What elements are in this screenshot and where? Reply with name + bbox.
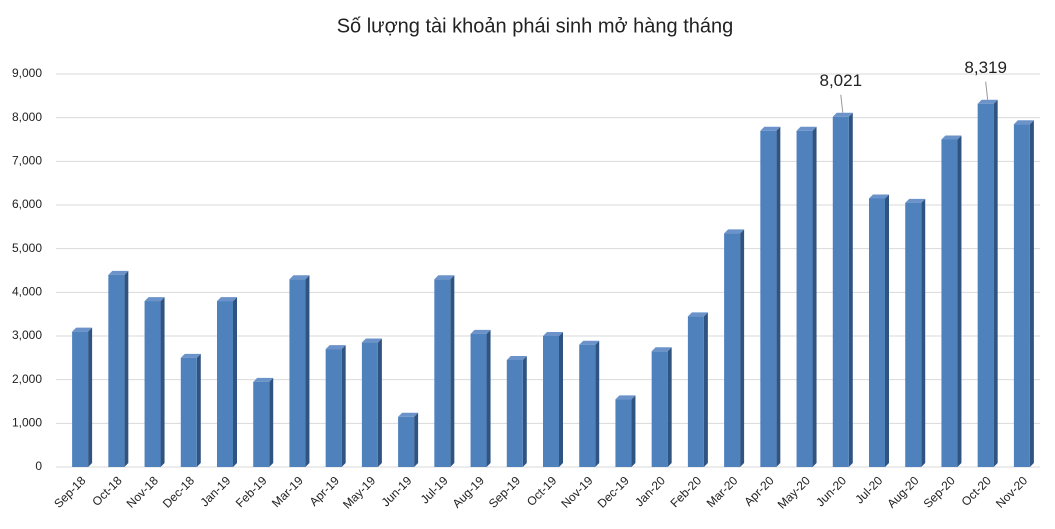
bar-top [361, 338, 382, 343]
bar [253, 381, 270, 467]
bar-side [414, 412, 419, 467]
y-tick-label: 2,000 [12, 372, 42, 386]
bar [615, 399, 632, 467]
y-tick-label: 1,000 [12, 416, 42, 430]
bar [289, 279, 306, 467]
y-tick-label: 0 [35, 459, 42, 473]
bar [434, 279, 451, 467]
y-tick-label: 4,000 [12, 285, 42, 299]
bar [832, 116, 849, 467]
bar-side [305, 275, 310, 467]
bar [543, 336, 559, 467]
bar-side [486, 329, 491, 467]
bar-side [341, 345, 346, 467]
value-label: 8,021 [820, 71, 863, 90]
bar-top [398, 412, 419, 417]
bar-side [921, 198, 926, 468]
y-tick-label: 3,000 [12, 328, 42, 342]
y-tick-label: 9,000 [12, 66, 42, 80]
y-tick-label: 8,000 [12, 110, 42, 124]
label-leader [840, 94, 844, 113]
bar-side [233, 297, 237, 467]
bar-side [269, 377, 274, 467]
bar-top [72, 327, 93, 332]
bar-top [615, 395, 636, 400]
bar [144, 301, 161, 467]
bar-top [144, 297, 165, 302]
bar-side [885, 194, 889, 467]
bar-top [760, 126, 781, 131]
bar [724, 233, 741, 467]
bar [941, 139, 958, 467]
bar [760, 130, 777, 467]
bar-side [740, 229, 745, 467]
bar-side [631, 395, 636, 467]
bar [398, 416, 415, 467]
bar [470, 333, 487, 467]
bar [579, 344, 596, 467]
bar-top [217, 297, 237, 302]
bar-top [253, 377, 274, 382]
y-tick-label: 5,000 [12, 241, 42, 255]
bar [977, 103, 994, 467]
bar-top [470, 329, 491, 334]
bar-top [506, 356, 527, 361]
bar-side [377, 338, 382, 467]
bar [1013, 124, 1030, 467]
value-label: 8,319 [964, 58, 1007, 77]
bar [361, 342, 378, 467]
bar-top [869, 194, 889, 199]
bar-side [595, 340, 600, 467]
bar-top [905, 198, 926, 203]
bar-side [957, 135, 962, 467]
bar-side [667, 347, 672, 467]
bar [796, 130, 813, 467]
bar [687, 316, 704, 467]
bar-top [941, 135, 962, 140]
bar-top [180, 353, 201, 358]
bar-top [579, 340, 600, 345]
y-tick-label: 7,000 [12, 154, 42, 168]
bar-side [1029, 120, 1034, 467]
chart-title: Số lượng tài khoản phái sinh mở hàng thá… [337, 15, 734, 37]
bar-top [325, 345, 346, 350]
bar [869, 198, 885, 467]
bar-top [687, 312, 708, 317]
bar-side [124, 270, 129, 467]
bar-side [88, 327, 93, 467]
y-tick-label: 6,000 [12, 197, 42, 211]
bar-top [543, 332, 563, 336]
bar-side [559, 332, 563, 467]
bar [217, 301, 233, 467]
bar-side [703, 312, 708, 467]
bar-top [651, 347, 672, 352]
bar-side [160, 297, 165, 467]
bar-side [812, 126, 817, 468]
bar-side [848, 112, 853, 467]
bar-side [196, 353, 201, 467]
bar-top [832, 112, 853, 117]
label-leader [985, 81, 989, 100]
bar-side [776, 126, 781, 468]
bar-side [522, 356, 527, 467]
bar [108, 274, 125, 467]
bar-top [108, 270, 129, 275]
bar-top [977, 99, 998, 104]
bar [651, 351, 668, 467]
bar-top [796, 126, 817, 131]
bar [905, 202, 922, 468]
bar-side [450, 275, 455, 467]
bar [325, 349, 342, 467]
bar-side [993, 99, 998, 467]
bar [72, 331, 89, 467]
bar [506, 360, 523, 467]
bar-top [434, 275, 455, 280]
bar-top [724, 229, 745, 234]
bar-top [289, 275, 310, 280]
bar-top [1013, 120, 1034, 125]
bar [180, 357, 197, 467]
